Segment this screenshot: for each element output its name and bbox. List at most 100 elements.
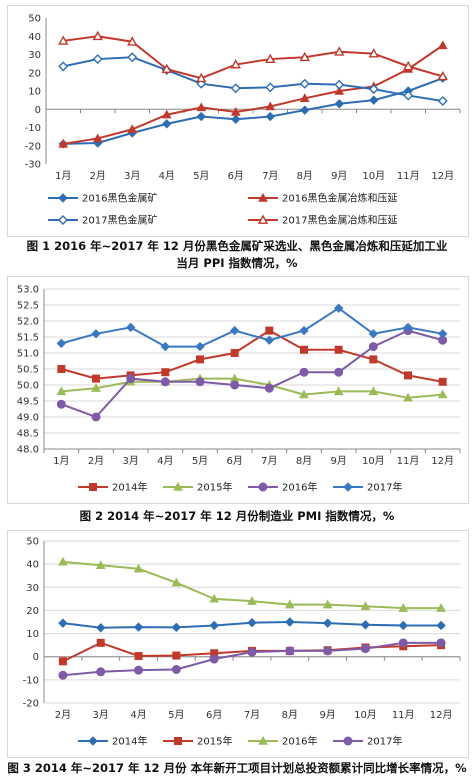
chart2-data-point (299, 367, 309, 377)
chart2-xtick-label: 11月 (397, 455, 420, 467)
chart1-data-point (231, 114, 241, 124)
chart2-ytick-label: 48.5 (17, 429, 39, 440)
chart1-xtick-label: 3月 (124, 170, 140, 182)
chart2-xtick-label: 10月 (362, 455, 385, 467)
chart1-xtick-label: 7月 (262, 170, 278, 182)
chart1-data-point (230, 83, 241, 94)
chart3-data-point (133, 563, 144, 573)
chart3-data-point (209, 654, 219, 664)
chart3-data-point (96, 623, 106, 633)
chart3-xtick-label: 12月 (430, 709, 453, 721)
chart1-ytick-label: -30 (25, 160, 41, 171)
chart1-xtick-label: 1月 (55, 170, 71, 182)
chart1-data-point (299, 93, 310, 102)
chart1-data-point (300, 105, 310, 115)
chart2-legend-label: 2014年 (112, 481, 147, 494)
chart2-panel: 48.0 48.5 49.0 49.5 50.0 50.5 51.0 51.5 52.0 52.5… (7, 276, 469, 504)
chart3-data-point (398, 620, 408, 631)
chart3-data-point (247, 617, 257, 628)
chart1-data-point (334, 99, 344, 109)
chart1-data-point (334, 46, 345, 56)
chart2-ytick-label: 52.5 (17, 301, 39, 312)
chart1-series-4 (58, 30, 448, 83)
chart1-legend-label: 2017黑色金属矿 (82, 214, 157, 227)
chart1-data-point (334, 79, 345, 90)
chart1-data-point (437, 70, 448, 81)
chart1-xtick-label: 8月 (297, 170, 313, 182)
chart2-data-point (333, 303, 344, 313)
chart1-ytick-label: 10 (28, 87, 41, 98)
chart2-legend-item: 2017年 (333, 481, 402, 494)
chart1-data-point (299, 51, 310, 62)
chart3-legend-label: 2017年 (367, 735, 402, 748)
chart3-xtick-label: 4月 (130, 709, 146, 721)
chart1-data-point (58, 61, 69, 72)
chart3-xtick-label: 3月 (93, 709, 109, 721)
chart2-series-4 (56, 303, 448, 352)
chart1-legend-item: 2017黑色金属冶炼和压延 (248, 214, 397, 227)
chart1-xtick-label: 2月 (90, 170, 106, 182)
chart3-data-point (398, 638, 408, 648)
chart1-data-point (265, 82, 276, 93)
chart1-data-point (92, 30, 103, 41)
chart2-legend-item: 2016年 (248, 481, 317, 494)
chart2-legend-marker (343, 482, 353, 492)
chart2-data-point (438, 377, 447, 386)
chart2-data-point (91, 329, 101, 339)
chart1-series-line (63, 44, 444, 145)
chart3-xtick-label: 7月 (244, 709, 260, 721)
chart2-ytick-label: 53.0 (17, 285, 39, 296)
chart1-ytick-label: 0 (35, 105, 41, 116)
chart2-data-point (195, 377, 205, 387)
chart2-ytick-label: 50.5 (17, 365, 39, 376)
chart1-legend-marker (258, 192, 268, 202)
chart3-legend-label: 2014年 (112, 735, 147, 748)
chart2-ytick-label: 49.5 (17, 397, 39, 408)
chart2-grid (44, 288, 460, 450)
chart2-caption-text: 图 2 2014 年~2017 年 12 月份制造业 PMI 指数情况，% (79, 509, 395, 523)
chart2-series-3 (56, 326, 448, 422)
chart3-legend-label: 2015年 (197, 735, 232, 748)
chart3-data-point (134, 665, 144, 675)
chart1-xtick-label: 5月 (193, 170, 209, 182)
chart3-data-point (171, 664, 181, 674)
chart1-legend-marker (58, 215, 68, 225)
chart1-ytick-label: 20 (28, 68, 41, 79)
chart2-plot: 48.0 48.5 49.0 49.5 50.0 50.5 51.0 51.5 52.0 52.5… (17, 285, 461, 494)
chart3-legend-marker (88, 736, 98, 746)
chart3-data-point (58, 618, 68, 628)
chart2-data-point (437, 329, 448, 339)
chart3-data-point (323, 646, 333, 656)
chart2-xtick-label: 9月 (330, 455, 346, 467)
chart1-data-point (265, 53, 276, 63)
chart2-data-point (56, 399, 66, 409)
chart1-xtick-label: 4月 (159, 170, 175, 182)
chart1-legend-item: 2017黑色金属矿 (48, 214, 157, 227)
chart1-caption-line1: 图 1 2016 年~2017 年 12 月份黑色金属矿采选业、黑色金属冶炼和压… (26, 239, 448, 253)
chart1-data-point (230, 106, 241, 116)
chart2-data-point (195, 341, 205, 352)
chart3-data-point (360, 620, 371, 630)
chart1-data-point (196, 72, 207, 83)
chart1-xtick-label: 10月 (362, 170, 385, 182)
chart3-data-point (285, 646, 295, 656)
chart3-xtick-label: 5月 (168, 709, 184, 721)
chart2-ytick-label: 52.0 (17, 317, 39, 328)
chart2-series-2 (56, 373, 448, 402)
chart1-data-point (265, 101, 276, 111)
chart2-ytick-label: 51.0 (17, 349, 39, 360)
chart3-data-point (247, 647, 257, 657)
chart3-legend-item: 2015年 (163, 735, 232, 748)
chart2-data-point (299, 389, 309, 399)
chart1-data-point (230, 59, 241, 69)
chart1-data-point (403, 60, 414, 71)
chart2-xtick-label: 5月 (192, 455, 208, 467)
chart1-panel: -30 -20 -10 0 10 20 30 40 50 1月 2月 3月 4月 5月 6月 7月 8月 9月 10… (7, 5, 469, 237)
chart3-series-1 (58, 617, 446, 633)
chart3-data-point (436, 603, 446, 612)
chart1-series-line (63, 35, 444, 80)
chart2-data-point (368, 386, 379, 396)
chart2-legend-item: 2015年 (163, 481, 232, 494)
chart2-data-point (368, 329, 379, 339)
chart1-legend-label: 2016黑色金属冶炼和压延 (282, 192, 397, 205)
